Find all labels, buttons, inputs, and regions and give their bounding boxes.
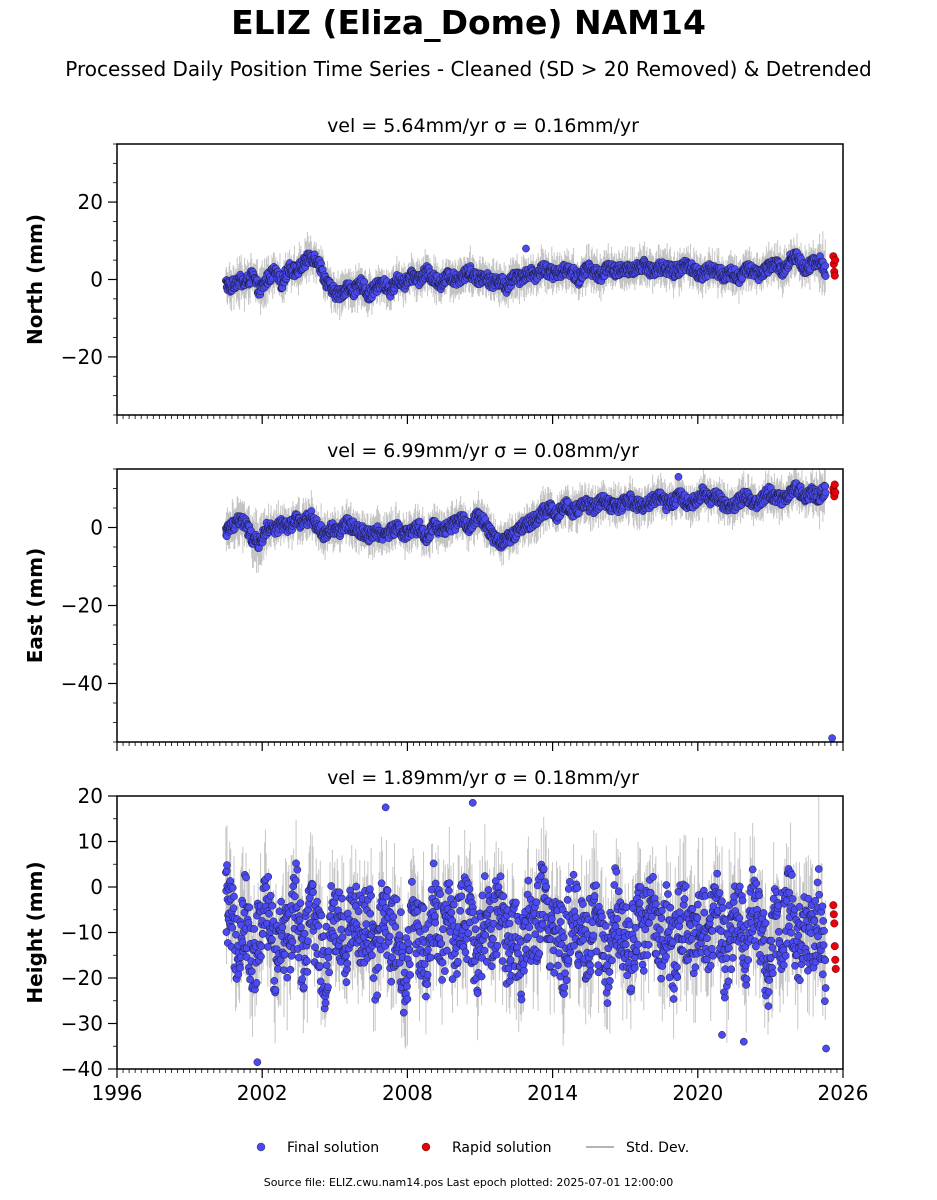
north-rapid-point	[831, 256, 840, 265]
east-rapid-point	[831, 488, 840, 497]
north-y-tick-label: 0	[90, 268, 103, 292]
east-rapid-point	[830, 480, 839, 489]
east-y-tick-label: 0	[90, 516, 103, 540]
east-y-tick-label: −20	[61, 594, 103, 618]
east-final-point	[247, 526, 255, 535]
east-final-point	[415, 517, 424, 526]
north-final-point	[821, 272, 830, 280]
north-y-tick-label: 20	[78, 190, 103, 214]
east-final-point	[674, 472, 683, 481]
north-ylabel: North (mm)	[23, 214, 47, 345]
chart-subtitle: Processed Daily Position Time Series - C…	[65, 57, 872, 81]
east-final-point	[828, 734, 836, 742]
north-y-tick-label: −20	[61, 345, 103, 369]
north-final-point	[522, 244, 530, 253]
north-panel-title: vel = 5.64mm/yr σ = 0.16mm/yr	[327, 115, 639, 137]
north-data-group	[222, 231, 840, 321]
height-data-group	[222, 797, 840, 1067]
east-final-point	[821, 488, 830, 497]
east-ylabel: East (mm)	[23, 548, 47, 664]
north-rapid-point	[830, 271, 839, 280]
height-ylabel: Height (mm)	[23, 861, 47, 1003]
north-final-point	[821, 261, 830, 270]
east-y-tick-label: −40	[61, 672, 103, 696]
chart-title: ELIZ (Eliza_Dome) NAM14	[231, 3, 706, 42]
height-panel-title: vel = 1.89mm/yr σ = 0.18mm/yr	[327, 767, 639, 789]
east-data-group	[222, 469, 840, 742]
east-panel-title: vel = 6.99mm/yr σ = 0.08mm/yr	[327, 440, 639, 462]
